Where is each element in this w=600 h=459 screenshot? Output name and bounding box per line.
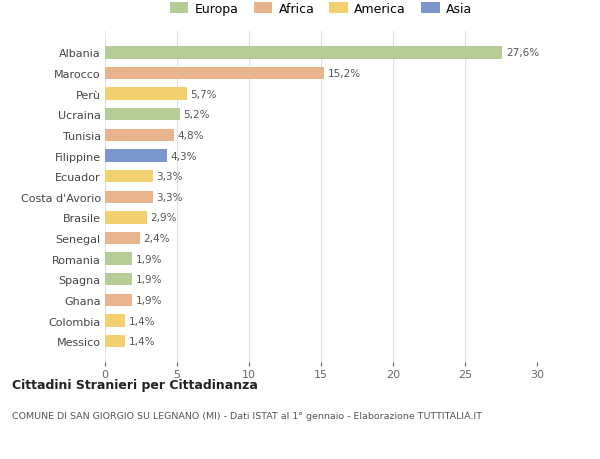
Bar xyxy=(105,294,133,307)
Bar xyxy=(105,88,187,101)
Bar xyxy=(105,109,180,121)
Bar xyxy=(105,335,125,347)
Text: 1,4%: 1,4% xyxy=(129,316,155,326)
Bar xyxy=(105,129,174,142)
Text: 1,4%: 1,4% xyxy=(129,336,155,347)
Text: 4,8%: 4,8% xyxy=(178,131,204,140)
Text: 1,9%: 1,9% xyxy=(136,274,163,285)
Bar xyxy=(105,171,152,183)
Text: COMUNE DI SAN GIORGIO SU LEGNANO (MI) - Dati ISTAT al 1° gennaio - Elaborazione : COMUNE DI SAN GIORGIO SU LEGNANO (MI) - … xyxy=(12,411,482,420)
Bar xyxy=(105,150,167,162)
Text: 27,6%: 27,6% xyxy=(506,48,539,58)
Bar xyxy=(105,274,133,286)
Legend: Europa, Africa, America, Asia: Europa, Africa, America, Asia xyxy=(166,0,476,19)
Bar xyxy=(105,232,140,245)
Bar xyxy=(105,68,324,80)
Bar xyxy=(105,191,152,203)
Text: 1,9%: 1,9% xyxy=(136,254,163,264)
Bar xyxy=(105,47,502,60)
Text: 15,2%: 15,2% xyxy=(328,69,361,79)
Text: Cittadini Stranieri per Cittadinanza: Cittadini Stranieri per Cittadinanza xyxy=(12,379,258,392)
Bar xyxy=(105,315,125,327)
Text: 2,4%: 2,4% xyxy=(143,234,170,244)
Text: 3,3%: 3,3% xyxy=(156,172,182,182)
Text: 1,9%: 1,9% xyxy=(136,295,163,305)
Text: 4,3%: 4,3% xyxy=(170,151,197,161)
Bar xyxy=(105,253,133,265)
Bar xyxy=(105,212,147,224)
Text: 2,9%: 2,9% xyxy=(151,213,177,223)
Text: 5,7%: 5,7% xyxy=(191,90,217,100)
Text: 3,3%: 3,3% xyxy=(156,192,182,202)
Text: 5,2%: 5,2% xyxy=(184,110,210,120)
